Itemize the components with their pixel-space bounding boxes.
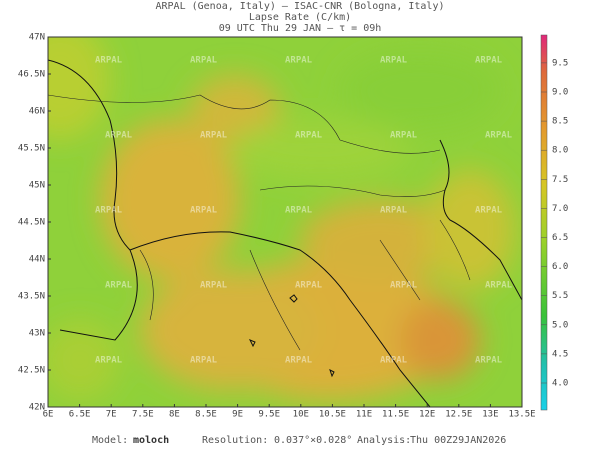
watermark: ARPAL (95, 56, 123, 66)
colorbar-tick-label: 6.5 (552, 233, 568, 243)
lon-label: 13.5E (508, 410, 535, 420)
footer-value: moloch (133, 435, 169, 446)
colorbar-tick-label: 6.0 (552, 262, 568, 272)
lon-label: 7E (106, 410, 117, 420)
watermark: ARPAL (95, 356, 123, 366)
map-field (48, 37, 522, 407)
footer-value: 0.037°×0.028° (274, 435, 352, 446)
watermark: ARPAL (200, 281, 228, 291)
watermark: ARPAL (295, 281, 323, 291)
colorbar-tick-label: 8.0 (552, 146, 568, 156)
watermark: ARPAL (380, 56, 408, 66)
watermark: ARPAL (190, 356, 218, 366)
lat-label: 44.5N (18, 218, 45, 228)
lat-label: 42.5N (18, 366, 45, 376)
lon-label: 6.5E (69, 410, 91, 420)
watermark: ARPAL (390, 281, 418, 291)
watermark: ARPAL (475, 206, 503, 216)
watermark: ARPAL (285, 206, 313, 216)
colorbar-tick-label: 4.5 (552, 349, 568, 359)
watermark: ARPAL (285, 356, 313, 366)
lon-label: 10E (293, 410, 309, 420)
lon-label: 11.5E (382, 410, 409, 420)
watermark: ARPAL (380, 356, 408, 366)
header-line: 09 UTC Thu 29 JAN – τ = 09h (219, 23, 382, 34)
colorbar-tick-label: 9.5 (552, 58, 568, 68)
lon-label: 12E (419, 410, 435, 420)
colorbar-tick-label: 5.5 (552, 291, 568, 301)
lon-label: 9E (232, 410, 243, 420)
lon-label: 8E (169, 410, 180, 420)
watermark: ARPAL (475, 356, 503, 366)
lon-label: 12.5E (445, 410, 472, 420)
lon-label: 7.5E (132, 410, 154, 420)
colorbar (540, 34, 548, 411)
watermark: ARPAL (380, 206, 408, 216)
footer-label: Resolution: (202, 435, 268, 446)
lat-label: 42N (29, 403, 45, 413)
colorbar-tick-label: 8.5 (552, 117, 568, 127)
watermark: ARPAL (295, 131, 323, 141)
lon-label: 6E (43, 410, 54, 420)
lat-label: 43N (29, 329, 45, 339)
watermark: ARPAL (105, 281, 133, 291)
colorbar-tick-label: 7.0 (552, 204, 568, 214)
watermark: ARPAL (390, 131, 418, 141)
footer-label: Model: (92, 435, 128, 446)
colorbar-tick-label: 7.5 (552, 175, 568, 185)
lon-label: 13E (482, 410, 498, 420)
watermark: ARPAL (95, 206, 123, 216)
watermark: ARPAL (190, 56, 218, 66)
lat-label: 43.5N (18, 292, 45, 302)
colorbar-tick-label: 9.0 (552, 88, 568, 98)
footer-value: Thu 00Z29JAN2026 (410, 435, 506, 446)
lon-label: 8.5E (195, 410, 217, 420)
footer-label: Analysis: (357, 435, 411, 446)
watermark: ARPAL (475, 56, 503, 66)
watermark: ARPAL (485, 281, 513, 291)
lon-label: 11E (356, 410, 372, 420)
lat-label: 47N (29, 33, 45, 43)
watermark: ARPAL (485, 131, 513, 141)
colorbar-tick-label: 5.0 (552, 320, 568, 330)
watermark: ARPAL (285, 56, 313, 66)
header-line: Lapse Rate (C/km) (249, 12, 351, 23)
lat-label: 44N (29, 255, 45, 265)
lon-label: 10.5E (319, 410, 346, 420)
header-line: ARPAL (Genoa, Italy) – ISAC-CNR (Bologna… (156, 1, 445, 12)
lat-label: 45.5N (18, 144, 45, 154)
watermark: ARPAL (190, 206, 218, 216)
lat-label: 46N (29, 107, 45, 117)
lat-label: 45N (29, 181, 45, 191)
lon-label: 9.5E (258, 410, 280, 420)
colorbar-tick-label: 4.0 (552, 379, 568, 389)
lat-label: 46.5N (18, 70, 45, 80)
watermark: ARPAL (200, 131, 228, 141)
watermark: ARPAL (105, 131, 133, 141)
